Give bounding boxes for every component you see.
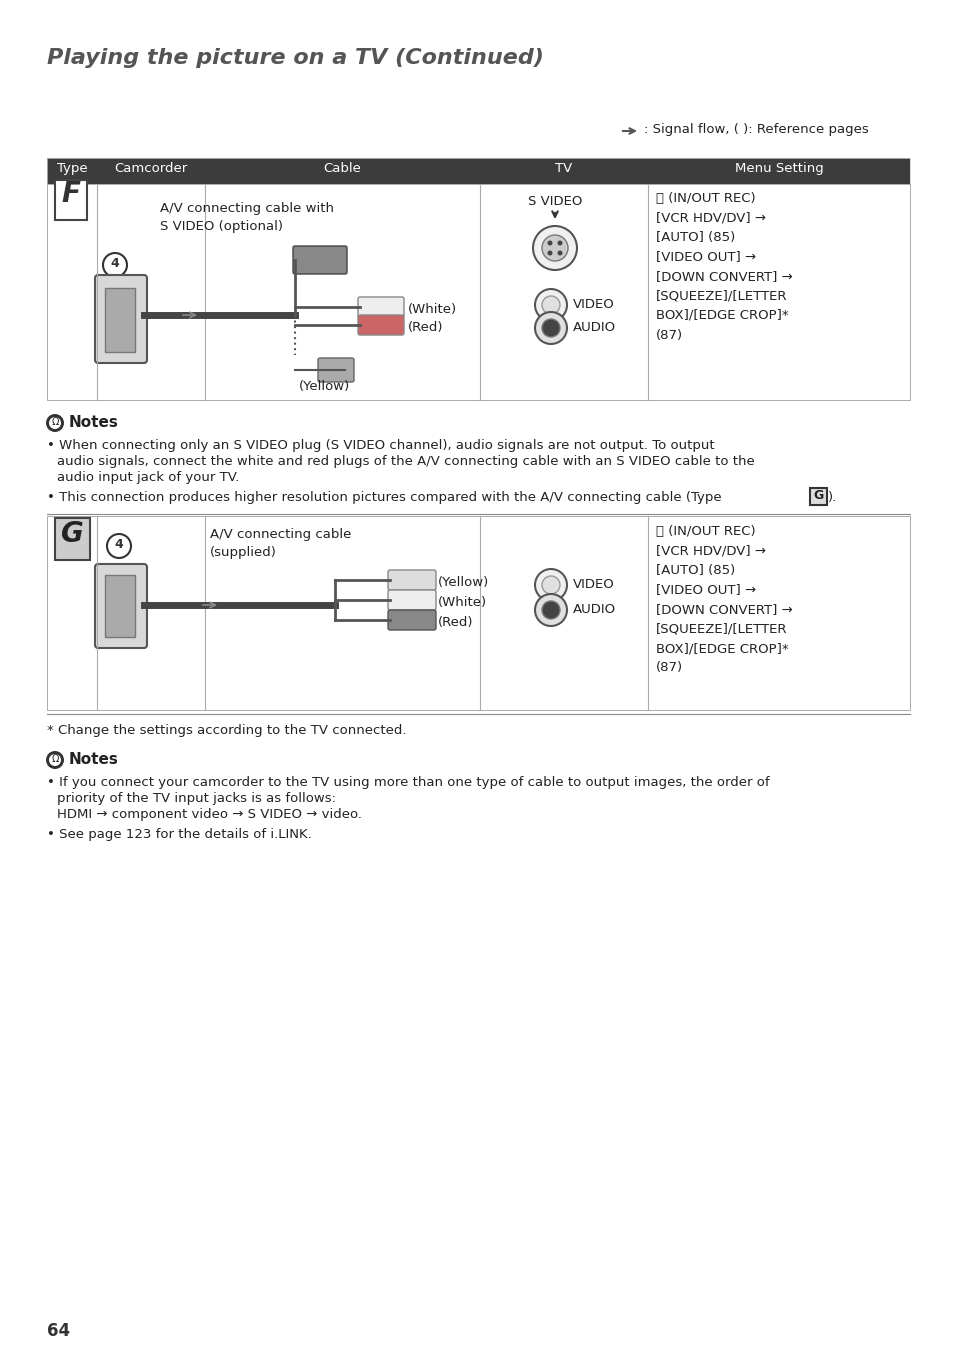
Text: AUDIO: AUDIO	[573, 603, 616, 616]
Text: (White): (White)	[408, 303, 456, 316]
Circle shape	[541, 319, 559, 337]
Text: • See page 123 for the details of i.LINK.: • See page 123 for the details of i.LINK…	[47, 828, 312, 841]
FancyBboxPatch shape	[357, 315, 403, 335]
FancyBboxPatch shape	[293, 246, 347, 274]
Circle shape	[557, 240, 562, 246]
Text: A/V connecting cable with
S VIDEO (optional): A/V connecting cable with S VIDEO (optio…	[160, 202, 334, 233]
Circle shape	[103, 252, 127, 277]
Circle shape	[541, 296, 559, 313]
Text: Ω: Ω	[51, 754, 59, 764]
Text: HDMI → component video → S VIDEO → video.: HDMI → component video → S VIDEO → video…	[57, 807, 361, 821]
Text: (Yellow): (Yellow)	[437, 575, 489, 589]
Circle shape	[541, 235, 567, 261]
Bar	[47, 157, 909, 185]
Text: F: F	[61, 180, 80, 208]
Circle shape	[46, 750, 64, 769]
Bar	[55, 518, 90, 560]
Text: (Yellow): (Yellow)	[299, 380, 351, 394]
Text: ⮌ (IN/OUT REC)
[VCR HDV/DV] →
[AUTO] (85)
[VIDEO OUT] →
[DOWN CONVERT] →
[SQUEEZ: ⮌ (IN/OUT REC) [VCR HDV/DV] → [AUTO] (85…	[656, 525, 792, 674]
Bar	[47, 185, 909, 400]
Text: G: G	[813, 489, 822, 502]
Bar	[105, 575, 135, 636]
FancyBboxPatch shape	[388, 590, 436, 611]
Circle shape	[107, 535, 131, 558]
Text: ).: ).	[827, 491, 837, 503]
Text: • This connection produces higher resolution pictures compared with the A/V conn: • This connection produces higher resolu…	[47, 491, 725, 503]
FancyBboxPatch shape	[388, 611, 436, 630]
Text: AUDIO: AUDIO	[573, 322, 616, 334]
Text: (Red): (Red)	[408, 322, 443, 334]
Text: 4: 4	[114, 537, 123, 551]
Text: Type: Type	[56, 161, 88, 175]
Text: TV: TV	[555, 161, 572, 175]
FancyBboxPatch shape	[95, 565, 147, 649]
Text: Notes: Notes	[69, 752, 119, 767]
Circle shape	[535, 289, 566, 322]
FancyBboxPatch shape	[95, 275, 147, 364]
Text: Cable: Cable	[323, 161, 361, 175]
Text: priority of the TV input jacks is as follows:: priority of the TV input jacks is as fol…	[57, 792, 335, 805]
Circle shape	[49, 754, 61, 765]
Circle shape	[49, 417, 61, 429]
FancyBboxPatch shape	[357, 297, 403, 318]
Text: S VIDEO: S VIDEO	[527, 195, 581, 208]
Text: 64: 64	[47, 1322, 71, 1339]
Text: VIDEO: VIDEO	[573, 299, 614, 311]
Text: audio signals, connect the white and red plugs of the A/V connecting cable with : audio signals, connect the white and red…	[57, 455, 754, 468]
Text: 4: 4	[111, 256, 119, 270]
Bar	[55, 180, 87, 220]
Bar	[47, 516, 909, 710]
Text: audio input jack of your TV.: audio input jack of your TV.	[57, 471, 239, 484]
Circle shape	[557, 251, 562, 255]
Circle shape	[46, 414, 64, 432]
Text: G: G	[61, 520, 83, 548]
Text: : Signal flow, ( ): Reference pages: : Signal flow, ( ): Reference pages	[643, 123, 868, 136]
Text: • When connecting only an S VIDEO plug (S VIDEO channel), audio signals are not : • When connecting only an S VIDEO plug (…	[47, 440, 714, 452]
Text: Menu Setting: Menu Setting	[734, 161, 822, 175]
Text: Notes: Notes	[69, 415, 119, 430]
Text: * Change the settings according to the TV connected.: * Change the settings according to the T…	[47, 725, 406, 737]
Text: Camcorder: Camcorder	[114, 161, 188, 175]
Circle shape	[533, 227, 577, 270]
Text: (White): (White)	[437, 596, 487, 609]
Text: ⮌ (IN/OUT REC)
[VCR HDV/DV] →
[AUTO] (85)
[VIDEO OUT] →
[DOWN CONVERT] →
[SQUEEZ: ⮌ (IN/OUT REC) [VCR HDV/DV] → [AUTO] (85…	[656, 191, 792, 342]
Text: • If you connect your camcorder to the TV using more than one type of cable to o: • If you connect your camcorder to the T…	[47, 776, 769, 788]
Circle shape	[541, 575, 559, 594]
Bar	[809, 489, 826, 505]
Text: A/V connecting cable
(supplied): A/V connecting cable (supplied)	[210, 528, 351, 559]
Bar	[47, 157, 909, 185]
Circle shape	[541, 601, 559, 619]
Bar	[105, 288, 135, 351]
Circle shape	[535, 594, 566, 626]
Circle shape	[535, 569, 566, 601]
FancyBboxPatch shape	[317, 358, 354, 383]
Text: (Red): (Red)	[437, 616, 473, 630]
Text: VIDEO: VIDEO	[573, 578, 614, 592]
Circle shape	[547, 240, 552, 246]
Circle shape	[547, 251, 552, 255]
Text: Ω: Ω	[51, 417, 59, 427]
Text: Playing the picture on a TV (Continued): Playing the picture on a TV (Continued)	[47, 47, 543, 68]
FancyBboxPatch shape	[388, 570, 436, 590]
Circle shape	[535, 312, 566, 345]
